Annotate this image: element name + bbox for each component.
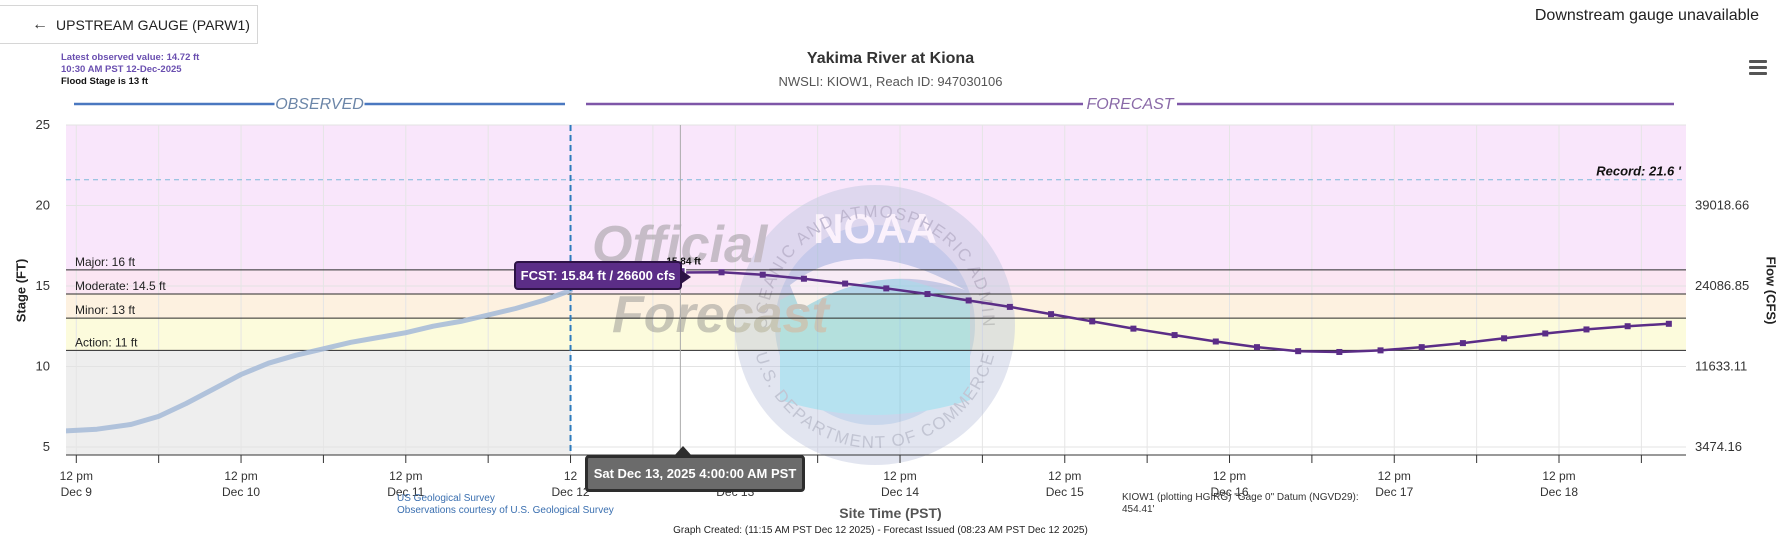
hamburger-menu-icon[interactable]: [1749, 60, 1767, 76]
x-tick-label-time: 12 pm: [1213, 469, 1246, 483]
arrow-left-icon: ←: [32, 15, 48, 33]
forecast-point: [842, 280, 849, 287]
flood-category-bands: [66, 125, 1686, 455]
latest-observed-value: Latest observed value: 14.72 ft: [61, 52, 200, 63]
observed-normal-band: [66, 350, 571, 455]
y2-tick-label: 11633.11: [1695, 358, 1747, 373]
chart-subtitle: NWSLI: KIOW1, Reach ID: 947030106: [778, 74, 1003, 89]
y-axis-title-stage: Stage (FT): [13, 258, 29, 323]
x-tick-label-date: Dec 9: [61, 485, 93, 499]
latest-observed-box: Latest observed value: 14.72 ft 10:30 AM…: [61, 52, 199, 88]
x-tick-label-date: Dec 14: [881, 485, 919, 499]
x-tick-label-date: Dec 11: [387, 485, 424, 499]
forecast-point: [965, 297, 972, 304]
forecast-point: [1253, 344, 1260, 351]
forecast-point: [924, 291, 931, 298]
x-tick-label-time: 12 pm: [883, 469, 916, 483]
flood-category-label: Moderate: 14.5 ft: [75, 279, 166, 293]
y-tick-label: 25: [36, 117, 50, 132]
y2-tick-label: 24086.85: [1695, 278, 1749, 293]
flood-stage-note: Flood Stage is 13 ft: [61, 76, 149, 87]
datum-note: KIOW1 (plotting HGIRG) "Gage 0" Datum (N…: [1122, 492, 1359, 515]
flood-category-label: Minor: 13 ft: [75, 303, 136, 317]
record-label: Record: 21.6 ': [1596, 164, 1682, 179]
downstream-gauge-note: Downstream gauge unavailable: [1534, 7, 1759, 24]
y2-tick-label: 3474.16: [1695, 439, 1742, 454]
forecast-point: [1583, 326, 1590, 333]
observed-series-line: [66, 288, 573, 434]
forecast-section-label: FORECAST: [1086, 96, 1174, 113]
y-tick-label: 10: [36, 358, 50, 373]
forecast-point: [1336, 348, 1343, 355]
x-tick-label-date: Dec 12: [552, 485, 590, 499]
upstream-gauge-label: UPSTREAM GAUGE (PARW1): [56, 16, 250, 33]
x-tick-label-time: 12 pm: [1378, 469, 1411, 483]
forecast-point: [1501, 335, 1508, 342]
forecast-point: [1665, 320, 1672, 327]
forecast-point: [1089, 318, 1096, 325]
flood-category-label: Action: 11 ft: [75, 335, 138, 349]
moderate-band: [66, 269, 1686, 295]
observed-section-label: OBSERVED: [275, 96, 364, 113]
forecast-point: [1624, 323, 1631, 330]
latest-observed-time: 10:30 AM PST 12-Dec-2025: [61, 64, 182, 75]
noaa-seal-text: NOAA: [813, 205, 937, 252]
x-axis-title: Site Time (PST): [839, 505, 942, 521]
x-tick-label-time: 12 pm: [224, 469, 257, 483]
y-tick-label: 15: [36, 278, 50, 293]
forecast-point: [1459, 340, 1466, 347]
y-axis-title-flow: Flow (CFS): [1763, 256, 1779, 325]
forecast-point: [718, 269, 725, 276]
x-tick-label-time: 12 pm: [1542, 469, 1575, 483]
forecast-point: [883, 285, 890, 292]
noaa-seal-bird: [790, 258, 965, 310]
time-tooltip: Sat Dec 13, 2025 4:00:00 AM PST: [585, 446, 805, 492]
x-tick-label-date: Dec 10: [222, 485, 260, 499]
forecast-point: [1006, 303, 1013, 310]
flood-category-label: Major: 16 ft: [75, 255, 136, 269]
major-band: [66, 125, 1686, 270]
x-tick-label-date: Dec 17: [1375, 485, 1413, 499]
minor-band: [66, 294, 1686, 319]
noaa-seal-inner: [775, 225, 975, 425]
x-tick-label-date: Dec 16: [1211, 485, 1249, 499]
x-tick-label-date: Dec 18: [1540, 485, 1578, 499]
y-tick-label: 20: [36, 197, 50, 212]
upstream-gauge-button[interactable]: ← UPSTREAM GAUGE (PARW1): [0, 5, 258, 44]
x-tick-label-date: Dec 15: [1046, 485, 1084, 499]
usgs-credit: US Geological Survey Observations courte…: [397, 493, 614, 517]
x-tick-label-time: 12: [564, 469, 578, 483]
forecast-point: [1418, 344, 1425, 351]
y2-tick-label: 39018.66: [1695, 197, 1749, 212]
usgs-name[interactable]: US Geological Survey: [397, 493, 495, 504]
forecast-point: [1171, 332, 1178, 339]
forecast-point: [759, 271, 766, 278]
forecast-point: [1212, 338, 1219, 345]
noaa-seal-wave: [780, 276, 970, 415]
chart-title: Yakima River at Kiona: [806, 50, 975, 67]
forecast-point-label: 15.84 ft: [666, 256, 701, 267]
graph-created-note: Graph Created: (11:15 AM PST Dec 12 2025…: [673, 525, 1088, 536]
noaa-seal-outer: [735, 185, 1015, 465]
forecast-tooltip: FCST: 15.84 ft / 26600 cfs: [514, 261, 691, 290]
usgs-observations-link[interactable]: Observations courtesy of U.S. Geological…: [397, 505, 614, 516]
forecast-point: [1130, 325, 1137, 332]
forecast-point: [1048, 311, 1055, 318]
y-tick-label: 5: [43, 439, 50, 454]
forecast-point: [1377, 347, 1384, 354]
x-tick-label-time: 12 pm: [389, 469, 422, 483]
forecast-point: [1295, 348, 1302, 355]
x-tick-label-time: 12 pm: [1048, 469, 1081, 483]
forecast-point: [1542, 330, 1549, 337]
x-tick-label-time: 12 pm: [60, 469, 93, 483]
forecast-point: [800, 275, 807, 282]
forecast-watermark-text: Forecast: [612, 286, 831, 344]
